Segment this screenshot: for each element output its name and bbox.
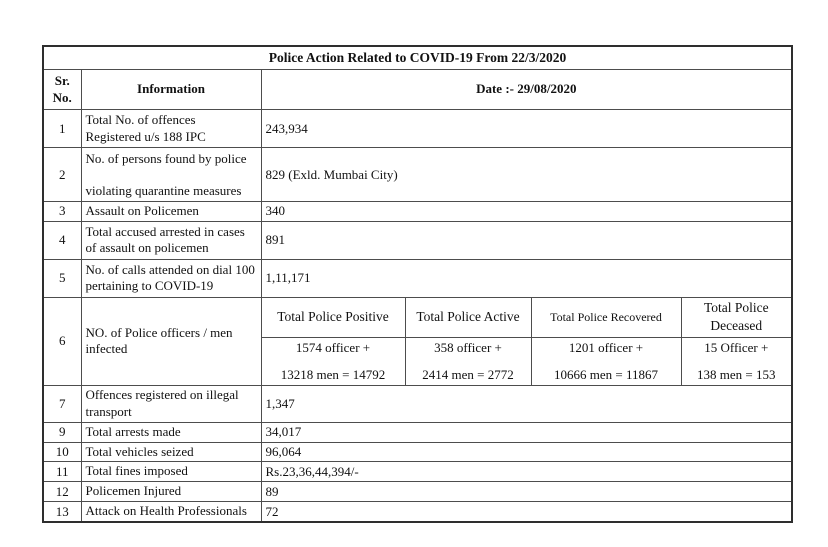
subheader-police-recovered: Total Police Recovered [530, 296, 682, 338]
sr-cell: 12 [42, 481, 82, 503]
table-title: Police Action Related to COVID-19 From 2… [42, 45, 793, 70]
subheader-police-deceased: Total Police Deceased [680, 296, 793, 338]
info-line: violating quarantine measures [85, 182, 242, 198]
sr-cell: 9 [42, 421, 82, 443]
subvalue-lines: 1574 officer + 13218 men = 14792 [266, 340, 401, 382]
header-date: Date :- 29/08/2020 [260, 69, 793, 110]
info-cell: Assault on Policemen [80, 201, 262, 222]
table-row: 2 No. of persons found by police violati… [42, 147, 793, 202]
info-cell: No. of persons found by police violating… [80, 147, 262, 202]
header-sr-no: Sr. No. [42, 69, 82, 110]
table-row: 3 Assault on Policemen 340 [42, 201, 793, 222]
subvalue-police-deceased: 15 Officer + 138 men = 153 [680, 336, 793, 386]
info-cell: Attack on Health Professionals [80, 501, 262, 523]
subvalue-line: 10666 men = 11867 [554, 366, 658, 382]
info-cell: Total fines imposed [80, 461, 262, 483]
info-cell: Total arrests made [80, 421, 262, 443]
table-row: 1 Total No. of offences Registered u/s 1… [42, 109, 793, 148]
covid-police-table: Police Action Related to COVID-19 From 2… [42, 45, 794, 524]
report-sheet: Police Action Related to COVID-19 From 2… [42, 45, 794, 524]
subvalue-lines: 358 officer + 2414 men = 2772 [410, 340, 527, 382]
value-cell: 96,064 [260, 441, 793, 463]
sr-cell: 10 [42, 441, 82, 463]
value-cell: Rs.23,36,44,394/- [260, 461, 793, 483]
table-row: 5 No. of calls attended on dial 100 pert… [42, 258, 793, 298]
subvalue-lines: 15 Officer + 138 men = 153 [686, 340, 788, 382]
sr-cell: 5 [42, 258, 82, 298]
value-cell: 72 [260, 501, 793, 523]
table-row: 12 Policemen Injured 89 [42, 481, 793, 503]
sr-cell: 3 [42, 201, 82, 222]
sr-cell: 13 [42, 501, 82, 523]
value-cell: 1,347 [260, 384, 793, 423]
subvalue-line: 138 men = 153 [697, 366, 776, 382]
table-row: 7 Offences registered on illegal transpo… [42, 384, 793, 423]
table-row: 11 Total fines imposed Rs.23,36,44,394/- [42, 461, 793, 483]
info-cell: No. of calls attended on dial 100 pertai… [80, 258, 262, 298]
info-cell: Total vehicles seized [80, 441, 262, 463]
info-cell: Offences registered on illegal transport [80, 384, 262, 423]
info-cell: Policemen Injured [80, 481, 262, 503]
value-cell: 891 [260, 220, 793, 260]
info-line: No. of persons found by police [85, 150, 247, 166]
value-cell: 829 (Exld. Mumbai City) [260, 147, 793, 202]
subvalue-police-active: 358 officer + 2414 men = 2772 [404, 336, 532, 386]
header-information: Information [80, 69, 262, 110]
table-row: 4 Total accused arrested in cases of ass… [42, 220, 793, 260]
table-row: 6 NO. of Police officers / men infected … [42, 296, 793, 386]
value-cell: 1,11,171 [260, 258, 793, 298]
subvalue-line: 1574 officer + [295, 340, 371, 356]
table-row: 10 Total vehicles seized 96,064 [42, 441, 793, 463]
subvalue-line: 358 officer + [434, 340, 502, 356]
value-cell: 340 [260, 201, 793, 222]
value-cell: 34,017 [260, 421, 793, 443]
value-cell: 89 [260, 481, 793, 503]
sr-cell: 11 [42, 461, 82, 483]
info-cell: Total accused arrested in cases of assau… [80, 220, 262, 260]
subvalue-line: 2414 men = 2772 [422, 366, 514, 382]
table-row: 9 Total arrests made 34,017 [42, 421, 793, 443]
subheader-police-active: Total Police Active [404, 296, 532, 338]
subvalue-lines: 1201 officer + 10666 men = 11867 [536, 340, 677, 382]
info-cell: Total No. of offences Registered u/s 188… [80, 109, 262, 148]
value-cell: 243,934 [260, 109, 793, 148]
info-cell: NO. of Police officers / men infected [80, 296, 262, 386]
sr-cell: 7 [42, 384, 82, 423]
subvalue-line: 13218 men = 14792 [280, 366, 386, 382]
title-row: Police Action Related to COVID-19 From 2… [42, 45, 793, 70]
subvalue-police-recovered: 1201 officer + 10666 men = 11867 [530, 336, 682, 386]
sr-cell: 1 [42, 109, 82, 148]
subvalue-police-positive: 1574 officer + 13218 men = 14792 [260, 336, 406, 386]
sr-cell: 2 [42, 147, 82, 202]
sr-cell: 6 [42, 296, 82, 386]
subheader-police-positive: Total Police Positive [260, 296, 406, 338]
table-row: 1574 officer + 13218 men = 14792 358 off… [43, 336, 793, 386]
header-row: Sr. No. Information Date :- 29/08/2020 [42, 69, 793, 110]
info-lines: No. of persons found by police violating… [86, 151, 257, 199]
sr-cell: 4 [42, 220, 82, 260]
subvalue-line: 15 Officer + [704, 340, 769, 356]
table-row: 13 Attack on Health Professionals 72 [42, 501, 793, 523]
subvalue-line: 1201 officer + [568, 340, 644, 356]
